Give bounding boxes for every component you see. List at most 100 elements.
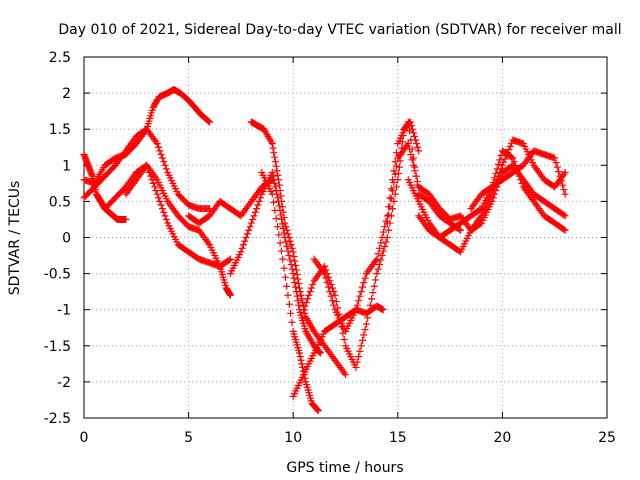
data-point — [330, 301, 338, 309]
data-point — [225, 256, 233, 264]
data-point — [326, 288, 334, 296]
data-point — [372, 276, 380, 284]
data-point — [391, 190, 399, 198]
data-point — [386, 203, 394, 211]
data-point — [358, 283, 366, 291]
data-point — [379, 247, 387, 255]
data-point — [364, 314, 372, 322]
data-point — [358, 336, 366, 344]
data-point — [492, 169, 500, 177]
data-point — [366, 301, 374, 309]
data-point — [271, 183, 279, 191]
data-point — [304, 295, 312, 303]
data-point — [379, 228, 387, 236]
data-point — [156, 197, 164, 205]
data-point — [289, 248, 297, 256]
data-point — [158, 205, 166, 213]
data-point — [281, 219, 289, 227]
data-point — [157, 150, 165, 158]
data-point — [295, 280, 303, 288]
data-point — [293, 271, 301, 279]
data-point — [552, 159, 560, 167]
data-point — [505, 146, 513, 154]
data-point — [497, 151, 505, 159]
data-point — [160, 208, 168, 216]
y-tick-label: 1 — [62, 158, 71, 174]
data-point — [274, 194, 282, 202]
data-point — [399, 138, 407, 146]
chart-title: Day 010 of 2021, Sidereal Day-to-day VTE… — [58, 22, 621, 38]
data-point — [560, 186, 568, 194]
data-point — [381, 223, 389, 231]
data-point — [297, 291, 305, 299]
data-point — [560, 225, 568, 233]
data-point — [276, 239, 284, 247]
series-satellite-pass-5 — [101, 161, 234, 299]
data-point — [406, 127, 414, 135]
data-point — [493, 165, 501, 173]
x-tick-label: 15 — [389, 430, 407, 446]
data-point — [270, 149, 278, 157]
data-point — [361, 326, 369, 334]
data-point — [271, 153, 279, 161]
data-point — [255, 197, 263, 205]
data-point — [411, 167, 419, 175]
data-point — [357, 342, 365, 350]
data-point — [390, 178, 398, 186]
data-point — [257, 194, 265, 202]
data-point — [242, 234, 250, 241]
data-point — [352, 306, 360, 314]
data-point — [308, 284, 316, 292]
data-point — [391, 158, 399, 166]
data-point — [374, 250, 382, 258]
data-point — [509, 154, 517, 162]
data-point — [157, 201, 165, 209]
data-point — [353, 301, 361, 309]
data-point — [156, 147, 164, 155]
data-point — [294, 297, 302, 305]
data-point — [292, 266, 300, 274]
grid — [84, 57, 607, 418]
data-point — [250, 212, 258, 220]
data-point — [496, 156, 504, 164]
data-point — [245, 226, 253, 234]
data-point — [290, 274, 298, 282]
data-point — [278, 203, 286, 211]
data-point — [353, 358, 361, 366]
data-point — [355, 353, 363, 361]
data-point — [306, 288, 314, 296]
data-point — [379, 306, 387, 314]
data-point — [374, 265, 382, 273]
data-point — [290, 252, 298, 260]
data-point — [155, 143, 163, 151]
y-tick-label: 0 — [62, 231, 71, 247]
data-points — [80, 85, 569, 415]
x-tick-label: 20 — [493, 430, 511, 446]
data-point — [161, 212, 169, 220]
data-point — [383, 219, 391, 227]
data-point — [498, 161, 506, 169]
data-point — [275, 181, 283, 189]
data-point — [204, 117, 212, 125]
data-point — [413, 140, 421, 148]
data-point — [268, 190, 276, 198]
series-satellite-pass-9 — [258, 169, 322, 415]
data-point — [272, 162, 280, 170]
data-point — [395, 169, 403, 177]
data-point — [296, 288, 304, 296]
data-point — [269, 172, 277, 180]
data-point — [361, 274, 369, 282]
series-satellite-pass-13 — [383, 140, 569, 234]
data-point — [382, 238, 390, 246]
data-point — [501, 155, 509, 163]
data-point — [328, 297, 336, 305]
data-point — [240, 241, 248, 249]
data-point — [386, 194, 394, 202]
data-point — [365, 308, 373, 316]
data-point — [375, 244, 383, 252]
data-point — [243, 230, 251, 238]
data-point — [299, 363, 307, 371]
data-point — [269, 144, 277, 152]
data-point — [301, 309, 309, 317]
data-point — [392, 162, 400, 170]
